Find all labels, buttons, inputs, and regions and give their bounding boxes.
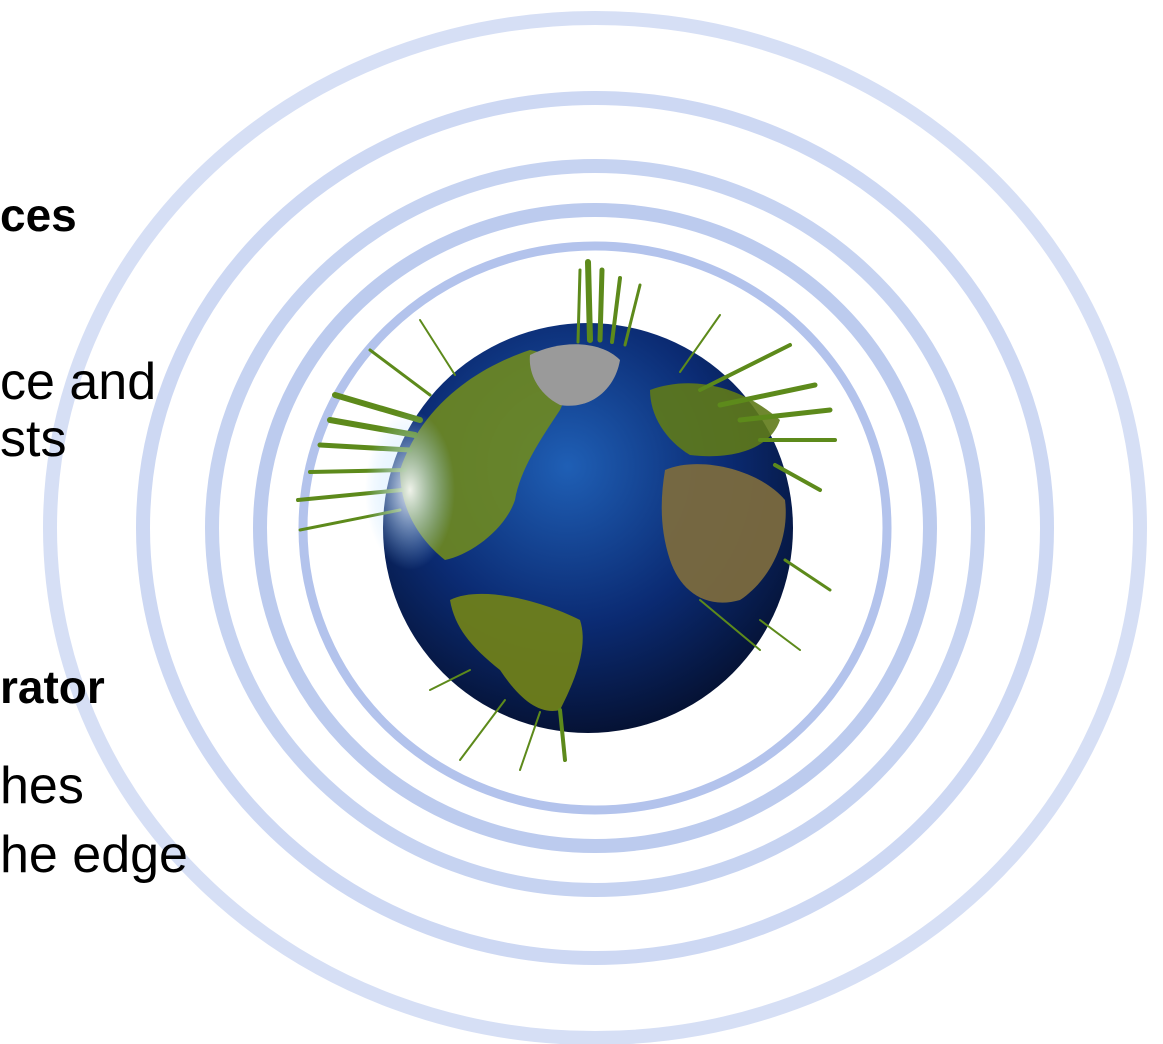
body-line-4: he edge bbox=[0, 826, 188, 884]
heading-1: ces bbox=[0, 189, 77, 241]
land-africa bbox=[661, 464, 786, 603]
body-line-1: ce and bbox=[0, 353, 157, 411]
land-south-america bbox=[450, 593, 583, 711]
ring-outer-4 bbox=[136, 91, 1054, 965]
body-line-2: sts bbox=[0, 410, 67, 468]
globe-glow bbox=[365, 410, 455, 570]
ring-outer-5 bbox=[43, 11, 1147, 1044]
ring-outer-3 bbox=[205, 159, 985, 897]
land-greenland bbox=[529, 344, 620, 406]
body-line-3: hes bbox=[0, 757, 84, 815]
globe-graphic bbox=[296, 259, 837, 771]
ring-outer-2 bbox=[253, 203, 937, 853]
heading-2: rator bbox=[0, 661, 105, 713]
